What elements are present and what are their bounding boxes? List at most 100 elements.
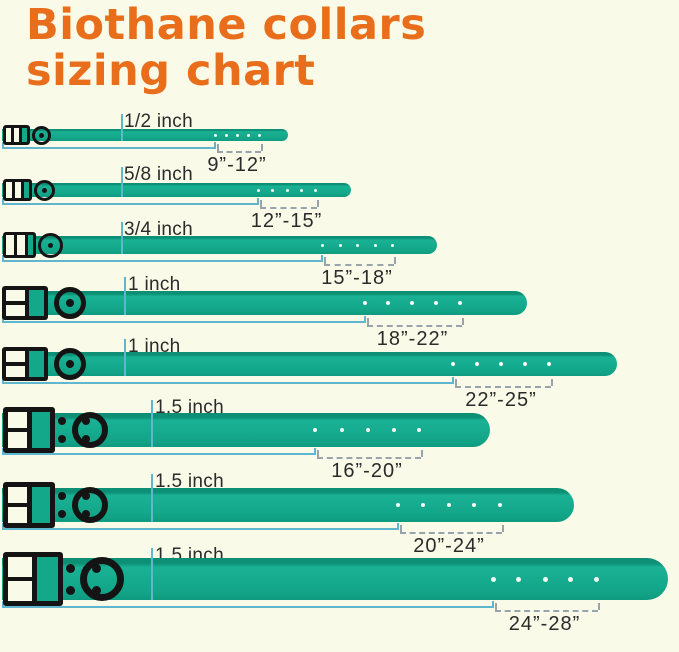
- size-range-label: 15”-18”: [321, 267, 393, 289]
- buckle-frame: [2, 286, 48, 320]
- buckle-rivet-icon: [82, 435, 90, 443]
- range-bracket-tick-right: [598, 603, 600, 610]
- buckle-pin-icon: [48, 242, 53, 248]
- measure-tick-left: [2, 142, 4, 149]
- measure-tick-left: [2, 255, 4, 262]
- collar-hole: [499, 362, 503, 366]
- size-range-label: 18”-22”: [376, 328, 449, 350]
- buckle-strap-pass: [22, 128, 27, 142]
- buckle-pin-icon: [39, 132, 44, 138]
- size-range-label: 24”-28”: [508, 613, 581, 635]
- measure-line: [2, 606, 493, 608]
- collar-hole: [490, 576, 496, 582]
- buckle-frame: [3, 232, 36, 258]
- collar-hole: [390, 243, 394, 247]
- range-bracket-tick-left: [324, 257, 326, 264]
- buckle-slot: [6, 305, 25, 316]
- collar-strap: [2, 352, 617, 376]
- range-bracket-tick-right: [261, 144, 263, 151]
- buckle-slot: [8, 557, 32, 577]
- buckle-slot: [8, 412, 28, 428]
- buckle-pin-icon: [66, 299, 74, 307]
- measure-tick-right: [257, 198, 259, 205]
- buckle-dring-icon: [80, 557, 124, 601]
- range-bracket-tick-right: [462, 318, 464, 325]
- size-range-label: 22”-25”: [465, 389, 537, 411]
- measure-tick-right: [492, 601, 494, 608]
- width-label: 5/8 inch: [124, 164, 193, 185]
- collar-hole: [417, 428, 421, 432]
- measure-line: [2, 321, 365, 323]
- buckle-slot: [6, 128, 11, 142]
- range-bracket: [324, 264, 394, 266]
- buckle-rivet-icon: [91, 585, 101, 595]
- collar-hole: [475, 362, 479, 366]
- width-label: 1/2 inch: [124, 111, 193, 132]
- collar-hole: [320, 243, 324, 247]
- buckle-rivet-icon: [58, 435, 66, 443]
- buckle-pin-icon: [66, 360, 74, 368]
- collar-hole: [235, 133, 239, 137]
- collar-hole: [270, 188, 274, 192]
- buckle-slot: [6, 366, 25, 377]
- collar-hole: [213, 133, 217, 137]
- range-bracket: [400, 532, 502, 534]
- range-bracket-tick-left: [495, 603, 497, 610]
- buckle-slot: [8, 581, 32, 601]
- range-bracket-tick-left: [260, 200, 262, 207]
- buckle-frame: [3, 179, 32, 201]
- range-bracket-tick-right: [394, 257, 396, 264]
- buckle-dring-icon: [72, 412, 108, 448]
- buckle-ring-icon: [54, 287, 86, 319]
- collar-hole: [472, 503, 476, 507]
- buckle-slot: [6, 290, 25, 301]
- collar-hole: [355, 243, 359, 247]
- buckle-slot: [15, 182, 21, 198]
- measure-tick-left: [2, 198, 4, 205]
- width-measure-tick: [121, 114, 123, 141]
- buckle-rivet-icon: [82, 417, 90, 425]
- range-bracket: [495, 610, 598, 612]
- measure-tick-right: [397, 523, 399, 530]
- range-bracket: [367, 325, 462, 327]
- range-bracket-tick-left: [367, 318, 369, 325]
- measure-line: [2, 260, 322, 262]
- range-bracket: [317, 457, 421, 459]
- collar-hole: [285, 188, 289, 192]
- buckle-rivet-icon: [91, 563, 101, 573]
- buckle-slots: [6, 351, 25, 377]
- buckle-frame: [2, 347, 48, 381]
- buckle-frame: [3, 125, 30, 145]
- buckle-strap-pass: [32, 487, 50, 523]
- buckle-slot: [6, 182, 12, 198]
- range-bracket-tick-left: [400, 525, 402, 532]
- collar-hole: [542, 576, 548, 582]
- buckle-slot: [8, 432, 28, 448]
- width-label: 1 inch: [128, 274, 181, 295]
- collar-strap: [2, 183, 351, 197]
- width-measure-tick: [121, 222, 123, 254]
- collar-strap: [2, 236, 437, 254]
- collar-hole: [373, 243, 377, 247]
- buckle-ring-icon: [34, 179, 55, 201]
- collar-hole: [447, 503, 451, 507]
- measure-tick-right: [314, 448, 316, 455]
- measure-tick-right: [321, 255, 323, 262]
- measure-line: [2, 203, 258, 205]
- collar-hole: [338, 243, 342, 247]
- buckle-strap-pass: [36, 557, 58, 601]
- width-measure-tick: [124, 339, 126, 376]
- collar-hole: [299, 188, 303, 192]
- range-bracket: [455, 386, 551, 388]
- measure-tick-right: [364, 316, 366, 323]
- collar-hole: [515, 576, 521, 582]
- buckle-ring-icon: [32, 125, 51, 145]
- buckle-slot: [8, 487, 28, 503]
- size-range-label: 9”-12”: [207, 154, 267, 176]
- width-label: 1.5 inch: [155, 397, 224, 418]
- buckle-slots: [8, 412, 28, 448]
- collar-strap: [2, 129, 288, 141]
- collar-hole: [313, 188, 317, 192]
- buckle-frame: [3, 407, 55, 453]
